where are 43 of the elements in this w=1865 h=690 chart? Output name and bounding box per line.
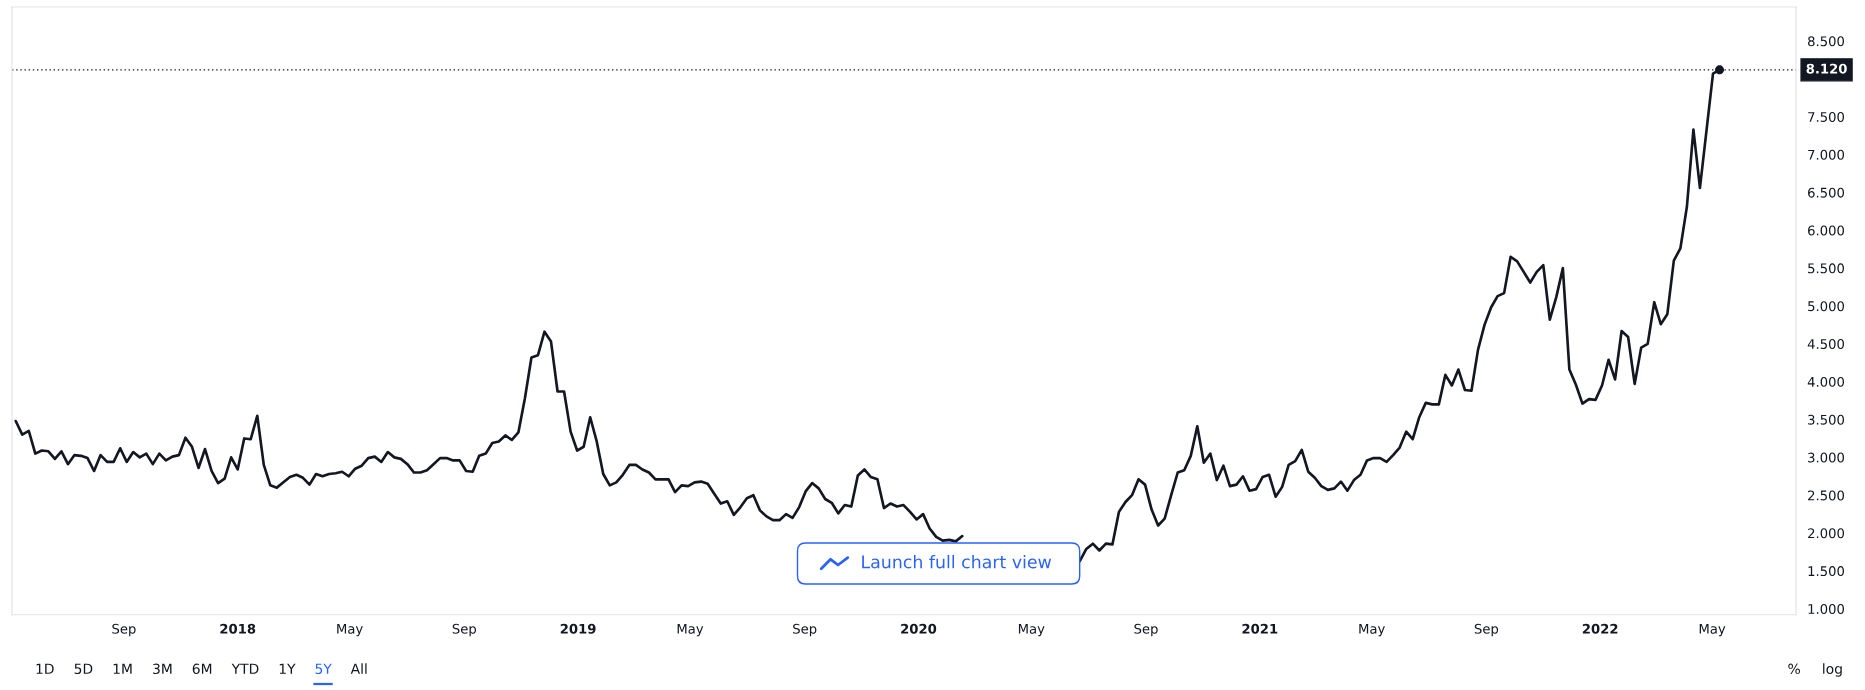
y-tick-label: 3.000 <box>1808 452 1845 463</box>
text: 5Y <box>315 663 332 675</box>
text: 3M <box>153 663 172 675</box>
y-tick-label: 2.000 <box>1808 528 1845 539</box>
x-tick-label: Sep <box>452 623 477 637</box>
text: % <box>1788 663 1800 675</box>
x-tick-label: 2022 <box>1582 623 1618 634</box>
x-tick-label: May <box>677 623 704 637</box>
y-tick-label: 4.500 <box>1807 339 1845 350</box>
text: log <box>1823 663 1842 677</box>
y-tick-label: 4.000 <box>1807 376 1845 387</box>
x-tick-label: Sep <box>1134 623 1158 637</box>
x-tick-label: Sep <box>1474 623 1499 637</box>
y-tick-label: 8.500 <box>1808 36 1845 47</box>
x-tick-label: May <box>1018 623 1045 637</box>
text: All <box>350 663 367 674</box>
y-tick-label: 3.500 <box>1808 414 1845 425</box>
text: YTD <box>231 663 259 674</box>
y-tick-label: 5.500 <box>1808 263 1845 274</box>
ref-line-label: 8.120 <box>1806 63 1847 74</box>
x-tick-label: May <box>1359 623 1385 637</box>
annotation: Launch full chart view <box>862 555 1052 569</box>
y-tick-label: 7.500 <box>1808 111 1845 122</box>
y-tick-label: 2.500 <box>1808 490 1845 501</box>
x-tick-label: Sep <box>793 623 817 637</box>
text: 6M <box>192 663 212 675</box>
x-tick-label: May <box>337 623 363 637</box>
text: 1D <box>36 663 54 674</box>
text: 5D <box>74 663 93 675</box>
y-tick-label: 6.000 <box>1808 225 1845 236</box>
y-tick-label: 1.000 <box>1808 603 1845 614</box>
x-tick-label: 2019 <box>560 623 596 634</box>
x-tick-label: 2021 <box>1242 623 1278 634</box>
y-tick-label: 6.500 <box>1808 187 1845 198</box>
x-tick-label: May <box>1699 623 1726 637</box>
y-tick-label: 5.000 <box>1808 301 1845 312</box>
x-tick-label: Sep <box>112 623 136 637</box>
y-tick-label: 7.000 <box>1808 149 1845 160</box>
text: 1Y <box>279 663 296 674</box>
x-tick-label: 2018 <box>220 623 256 634</box>
text: 1M <box>113 663 132 674</box>
y-tick-label: 1.500 <box>1808 566 1845 577</box>
x-tick-label: 2020 <box>901 623 937 634</box>
